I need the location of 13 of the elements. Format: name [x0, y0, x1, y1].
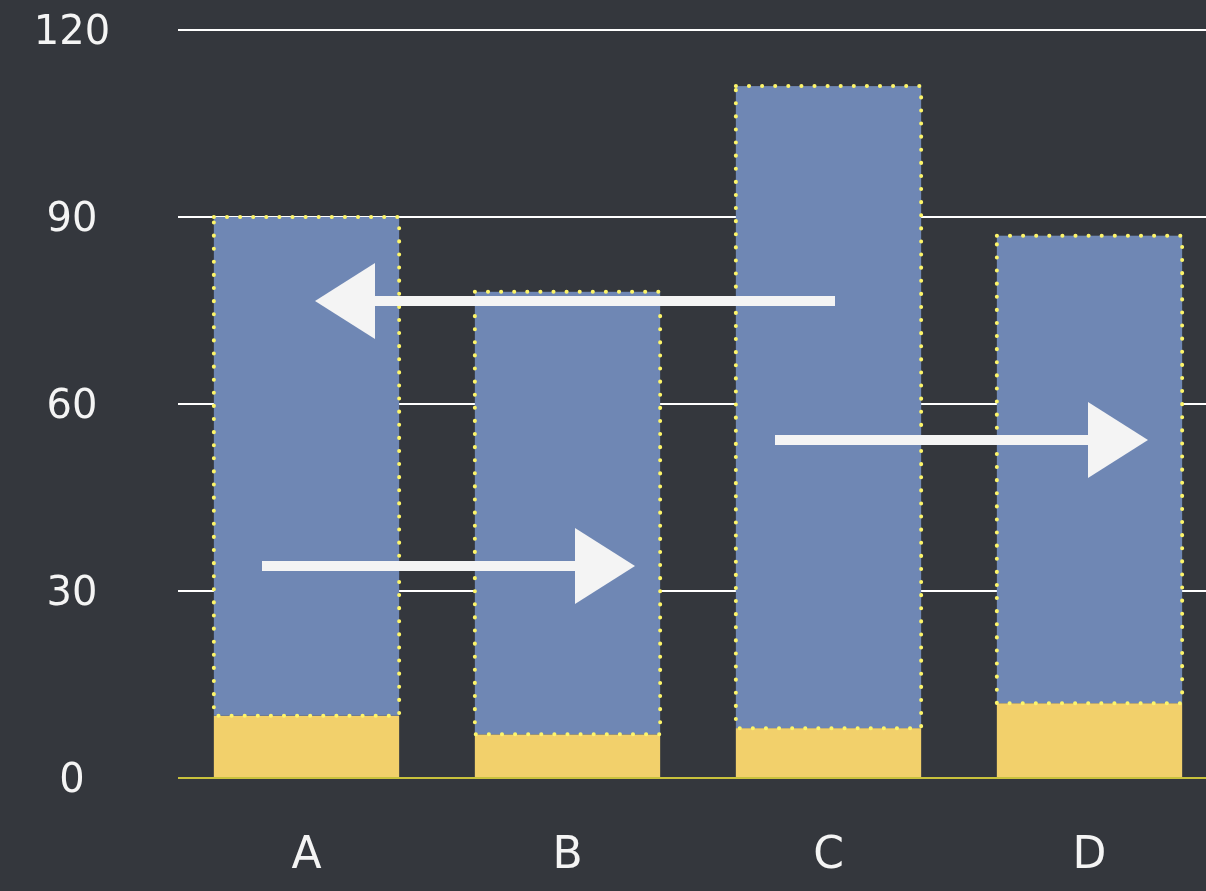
- y-tick-label: 0: [59, 755, 85, 801]
- bar: [996, 703, 1183, 778]
- x-tick-label: C: [813, 827, 844, 878]
- y-tick-label: 30: [46, 568, 98, 614]
- bar: [735, 728, 922, 778]
- x-tick-label: B: [552, 827, 583, 878]
- bar: [213, 715, 400, 778]
- y-tick-label: 60: [46, 381, 98, 427]
- x-tick-label: D: [1072, 827, 1107, 878]
- y-tick-label: 120: [33, 7, 111, 53]
- bar: [474, 734, 661, 778]
- y-tick-label: 90: [46, 194, 98, 240]
- x-tick-label: A: [291, 827, 322, 878]
